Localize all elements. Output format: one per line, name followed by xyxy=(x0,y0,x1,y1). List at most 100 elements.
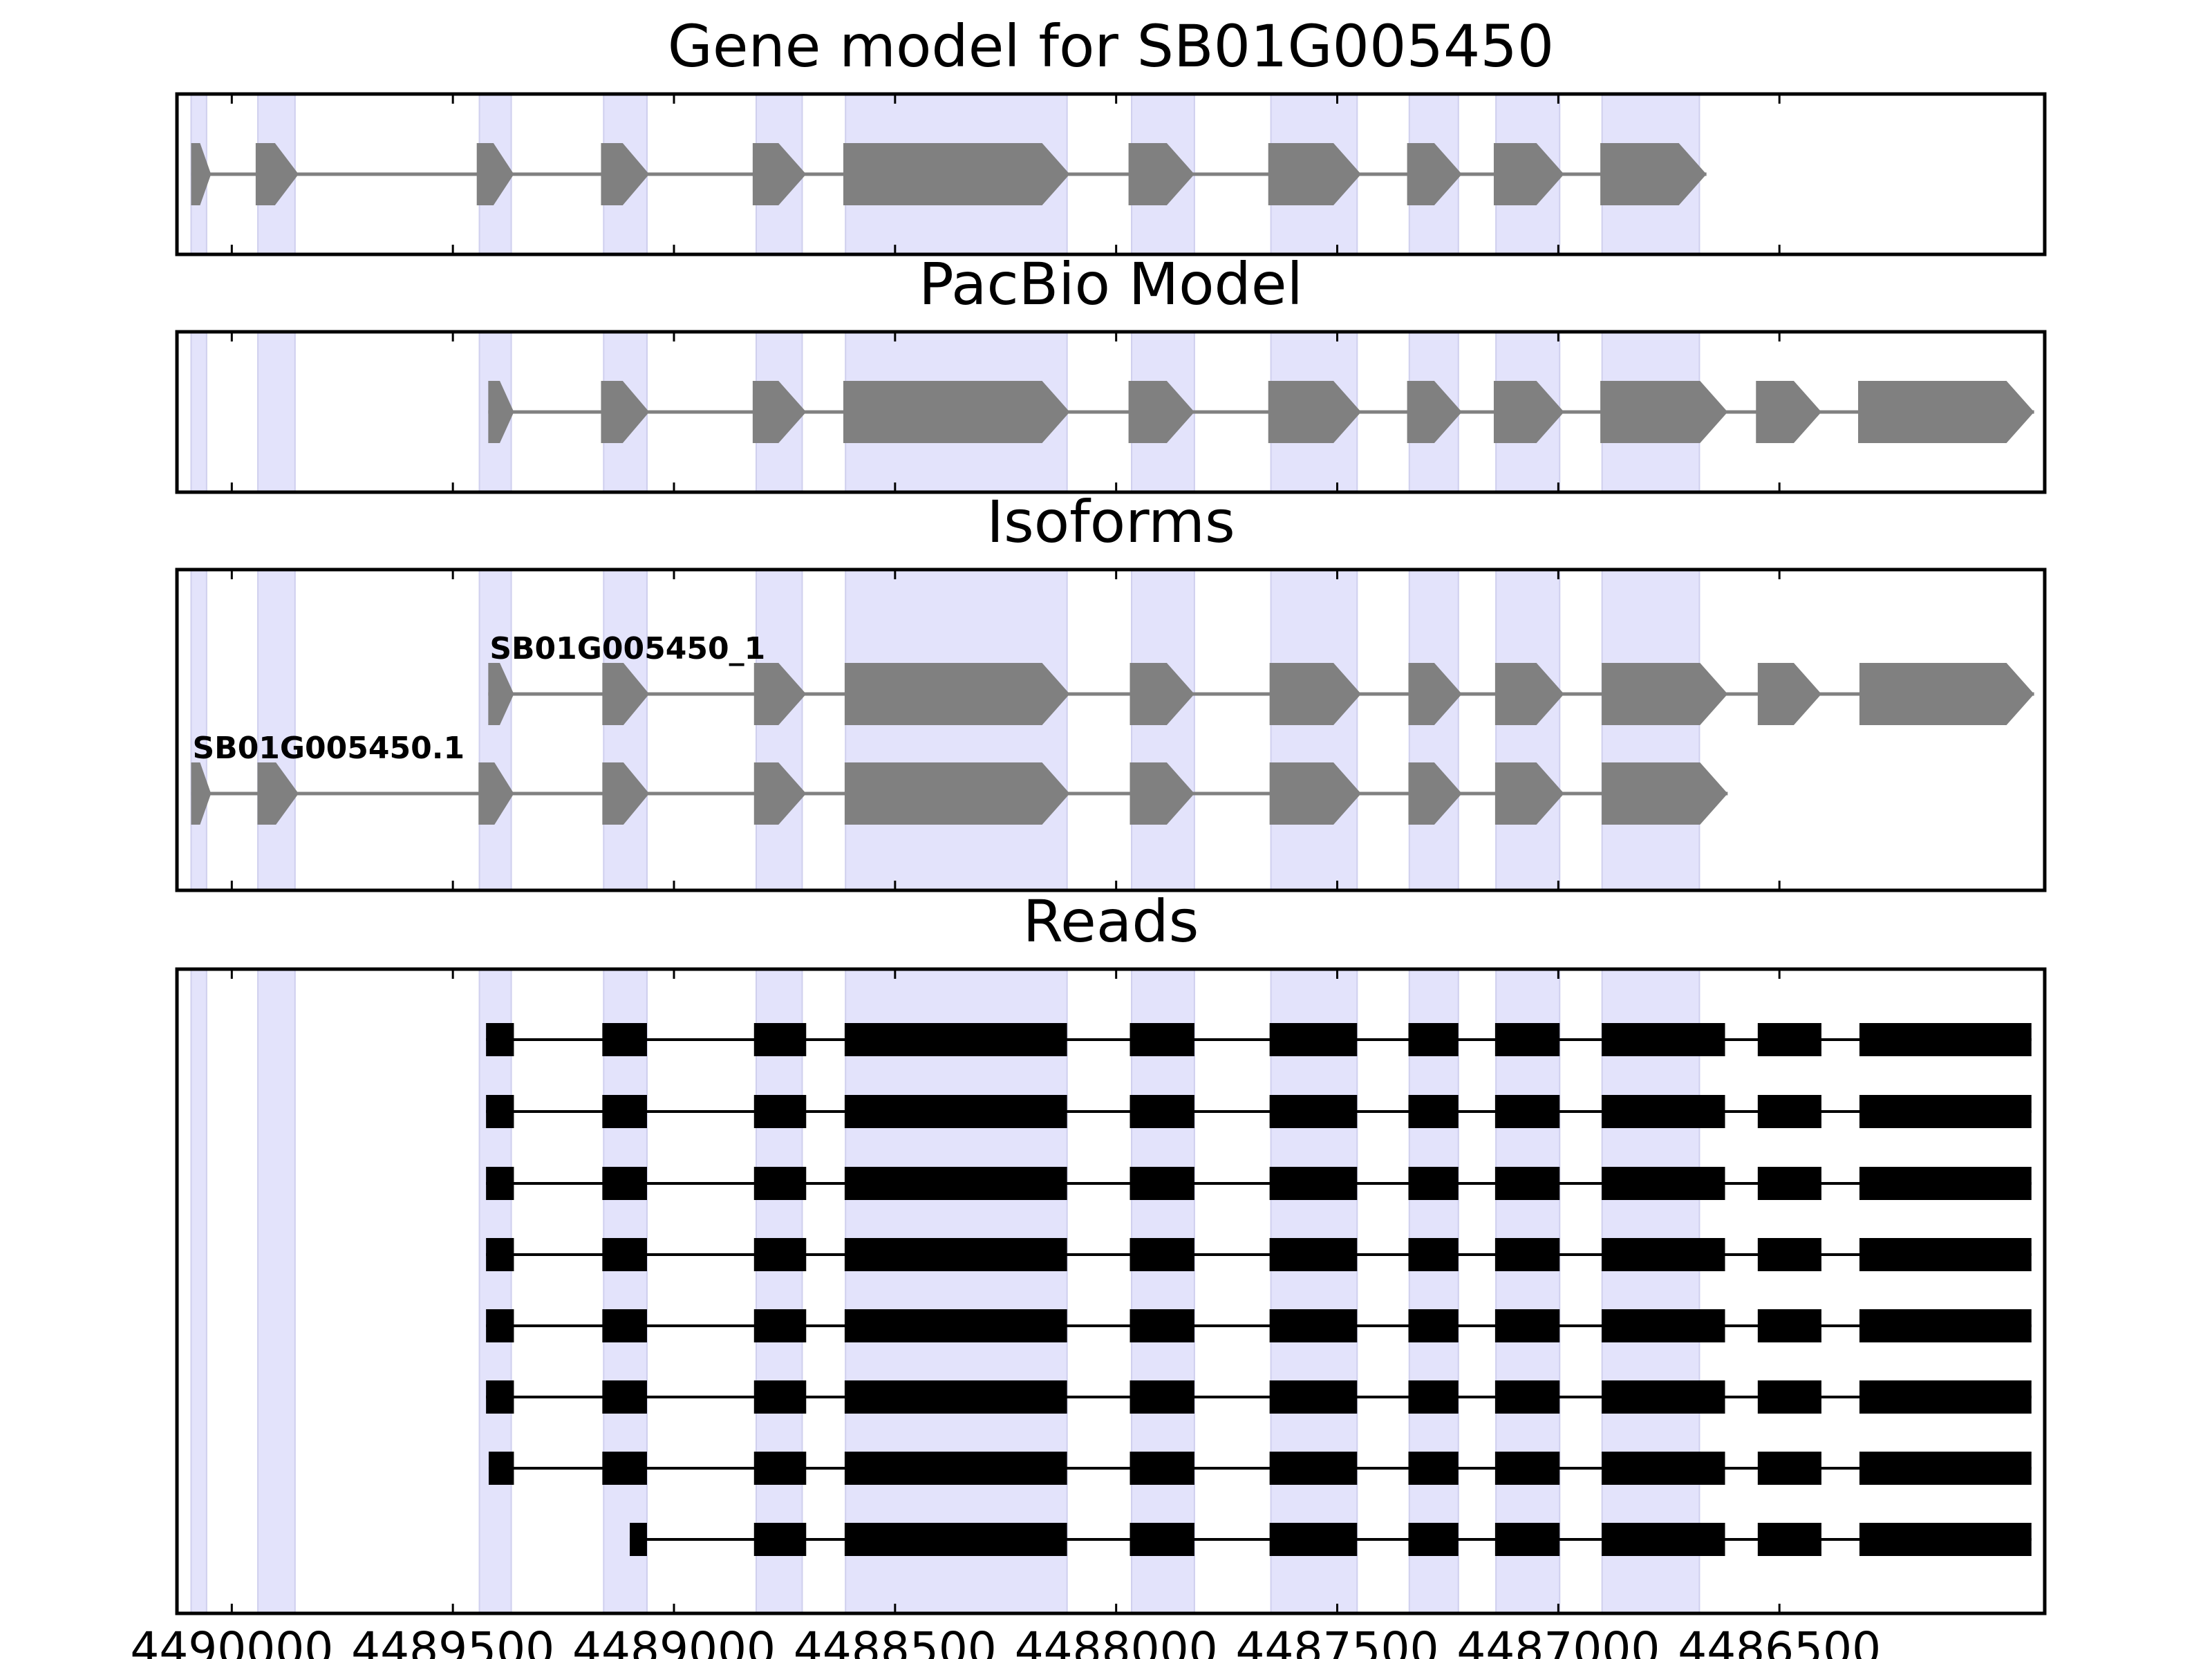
read-block xyxy=(1408,1095,1459,1128)
highlight-region xyxy=(603,569,648,891)
highlight-region xyxy=(1270,569,1358,891)
read-block xyxy=(844,1309,1067,1342)
panel-title: PacBio Model xyxy=(919,250,1303,318)
exon-arrow xyxy=(1128,381,1194,443)
exon-arrow xyxy=(1600,381,1728,443)
read-block xyxy=(1602,1452,1725,1485)
read-block xyxy=(844,1238,1067,1271)
exon-arrow xyxy=(1494,663,1564,725)
isoform-track: SB01G005450_1 xyxy=(488,631,2034,725)
highlight-region xyxy=(257,331,296,493)
read-block xyxy=(486,1380,514,1414)
exon-arrow xyxy=(1494,762,1564,825)
read-block xyxy=(602,1452,647,1485)
read-block xyxy=(486,1167,514,1200)
exon-arrow xyxy=(255,143,299,205)
panel-frame xyxy=(175,967,2047,1615)
exon-arrow xyxy=(1493,381,1564,443)
exon-arrow xyxy=(476,143,514,205)
read-block xyxy=(1602,1023,1725,1056)
read-block xyxy=(1130,1309,1194,1342)
exon-arrow xyxy=(488,663,514,725)
read-block xyxy=(1269,1309,1358,1342)
exon-arrow xyxy=(191,143,212,205)
panel-4: Reads xyxy=(175,888,2047,1615)
exon-arrow xyxy=(257,762,299,825)
highlight-region xyxy=(755,569,803,891)
read-block xyxy=(1859,1523,2032,1556)
highlight-region xyxy=(1408,968,1459,1614)
read-block xyxy=(1757,1380,1821,1414)
exon-arrow xyxy=(601,381,650,443)
read-block xyxy=(602,1309,647,1342)
read-track xyxy=(630,1523,2032,1556)
read-block xyxy=(1408,1238,1459,1271)
read-block xyxy=(486,1238,514,1271)
read-block xyxy=(1859,1095,2032,1128)
read-block xyxy=(602,1095,647,1128)
exon-arrow xyxy=(1268,143,1362,205)
read-track xyxy=(488,1452,2032,1485)
read-block xyxy=(1602,1523,1725,1556)
panel-title: Isoforms xyxy=(986,488,1235,556)
read-block xyxy=(1757,1238,1821,1271)
x-tick-label: 4489000 xyxy=(572,1622,776,1659)
isoform-track xyxy=(191,143,1707,205)
exon-arrow xyxy=(1128,143,1194,205)
read-block xyxy=(1408,1452,1459,1485)
read-block xyxy=(1602,1238,1725,1271)
read-block xyxy=(1494,1523,1560,1556)
exon-arrow xyxy=(844,663,1070,725)
read-block xyxy=(602,1167,647,1200)
read-block xyxy=(1130,1167,1194,1200)
read-block xyxy=(1130,1023,1194,1056)
highlight-region xyxy=(478,569,512,891)
read-block xyxy=(602,1023,647,1056)
exon-arrow xyxy=(1408,762,1462,825)
read-block xyxy=(1494,1309,1560,1342)
highlight-region xyxy=(603,968,648,1614)
read-block xyxy=(1269,1380,1358,1414)
highlight-region xyxy=(478,968,512,1614)
read-block xyxy=(1130,1452,1194,1485)
read-block xyxy=(1859,1380,2032,1414)
exon-arrow xyxy=(1493,143,1564,205)
x-tick-label: 4487500 xyxy=(1236,1622,1439,1659)
read-block xyxy=(1408,1023,1459,1056)
read-block xyxy=(1494,1023,1560,1056)
read-block xyxy=(844,1095,1067,1128)
read-block xyxy=(1494,1238,1560,1271)
read-block xyxy=(1130,1238,1194,1271)
highlight-region xyxy=(1601,968,1700,1614)
read-block xyxy=(1859,1309,2032,1342)
read-block xyxy=(486,1095,514,1128)
read-block xyxy=(844,1523,1067,1556)
read-block xyxy=(488,1452,514,1485)
read-block xyxy=(1269,1523,1358,1556)
read-block xyxy=(1408,1167,1459,1200)
read-block xyxy=(1602,1380,1725,1414)
highlight-region xyxy=(845,968,1068,1614)
x-tick-label: 4486500 xyxy=(1678,1622,1881,1659)
read-block xyxy=(1269,1238,1358,1271)
highlight-region xyxy=(1495,569,1561,891)
read-block xyxy=(1757,1523,1821,1556)
x-tick-label: 4489500 xyxy=(351,1622,554,1659)
read-block xyxy=(753,1309,807,1342)
read-block xyxy=(753,1023,807,1056)
exon-arrow xyxy=(191,762,212,825)
exon-arrow xyxy=(1859,663,2034,725)
read-block xyxy=(602,1380,647,1414)
read-block xyxy=(1859,1452,2032,1485)
highlight-region xyxy=(1270,968,1358,1614)
read-block xyxy=(844,1452,1067,1485)
exon-arrow xyxy=(1756,381,1821,443)
read-track xyxy=(486,1238,2032,1271)
read-block xyxy=(1859,1167,2032,1200)
read-block xyxy=(753,1238,807,1271)
read-block xyxy=(1602,1167,1725,1200)
exon-arrow xyxy=(1268,381,1362,443)
exon-arrow xyxy=(602,762,650,825)
isoform-track: SB01G005450.1 xyxy=(191,731,1728,825)
